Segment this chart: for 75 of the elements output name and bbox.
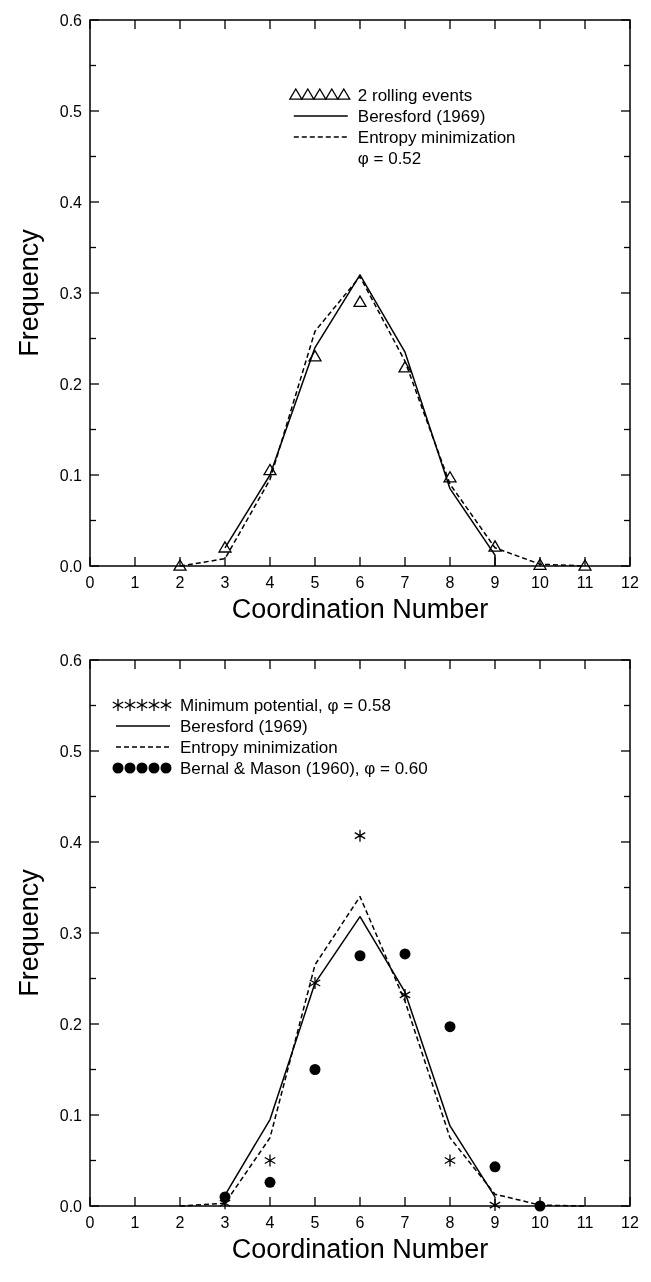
y-tick-label: 0.3 <box>59 284 83 302</box>
y-tick-label: 0.2 <box>59 375 83 393</box>
x-tick-label: 8 <box>445 1214 455 1231</box>
point <box>219 1191 231 1203</box>
x-axis-title: Coordination Number <box>231 594 489 624</box>
point <box>488 540 502 552</box>
x-tick-label: 2 <box>175 1214 185 1231</box>
x-tick-label: 12 <box>621 1214 639 1231</box>
annotation: φ = 0.52 <box>357 148 422 168</box>
point <box>398 360 412 373</box>
y-tick-label: 0.1 <box>59 1106 83 1124</box>
x-tick-label: 12 <box>621 574 639 591</box>
point <box>534 1200 546 1212</box>
point <box>354 950 366 962</box>
y-tick-label: 0.0 <box>59 1197 83 1215</box>
legend-label: 2 rolling events <box>357 85 473 105</box>
point <box>399 988 411 1002</box>
legend-label: Beresford (1969) <box>180 716 308 736</box>
x-tick-label: 7 <box>400 574 410 591</box>
point <box>578 559 592 571</box>
y-tick-label: 0.2 <box>59 1015 83 1033</box>
y-tick-label: 0.4 <box>59 193 83 211</box>
point <box>353 295 367 307</box>
x-tick-label: 3 <box>220 1214 230 1231</box>
point <box>354 828 366 843</box>
y-tick-label: 0.3 <box>59 924 83 942</box>
x-tick-label: 0 <box>85 574 95 591</box>
x-tick-label: 5 <box>310 1214 320 1231</box>
x-axis-title: Coordination Number <box>231 1234 489 1264</box>
x-tick-label: 4 <box>265 1214 275 1231</box>
x-tick-label: 10 <box>531 1214 549 1231</box>
legend-label: Entropy minimization <box>357 127 516 147</box>
x-tick-label: 11 <box>576 574 594 591</box>
x-tick-label: 1 <box>130 574 140 591</box>
legend-label: Entropy minimization <box>180 737 338 757</box>
point <box>443 471 457 483</box>
y-tick-label: 0.4 <box>59 833 83 851</box>
point <box>264 1176 276 1188</box>
point <box>533 558 547 570</box>
x-tick-label: 8 <box>445 574 455 591</box>
y-tick-label: 0.6 <box>59 11 83 29</box>
point <box>444 1153 456 1168</box>
x-tick-label: 11 <box>576 1214 594 1231</box>
y-tick-label: 0.6 <box>59 651 83 669</box>
y-axis-title: Frequency <box>14 868 44 997</box>
legend-label: Beresford (1969) <box>357 106 486 126</box>
x-tick-label: 2 <box>175 574 185 591</box>
x-tick-label: 6 <box>355 574 365 591</box>
x-tick-label: 7 <box>400 1214 410 1231</box>
y-tick-label: 0.0 <box>59 557 83 575</box>
point <box>309 1064 321 1075</box>
legend-label: Minimum potential, φ = 0.58 <box>180 695 391 715</box>
legend-label: Bernal & Mason (1960), φ = 0.60 <box>180 758 428 778</box>
x-tick-label: 10 <box>531 574 549 591</box>
point <box>173 559 187 571</box>
point <box>444 1021 456 1033</box>
point <box>308 350 322 362</box>
x-tick-label: 4 <box>265 574 275 591</box>
point <box>218 541 232 553</box>
point <box>264 1153 276 1168</box>
x-tick-label: 9 <box>490 1214 500 1231</box>
y-tick-label: 0.5 <box>59 102 83 120</box>
y-tick-label: 0.5 <box>59 742 83 760</box>
x-tick-label: 6 <box>355 1214 365 1231</box>
x-tick-label: 0 <box>85 1214 95 1231</box>
x-tick-label: 9 <box>490 574 500 591</box>
point <box>399 948 411 960</box>
point <box>489 1161 501 1173</box>
x-tick-label: 1 <box>130 1214 140 1231</box>
x-tick-label: 5 <box>310 574 320 591</box>
x-tick-label: 3 <box>220 574 230 591</box>
y-axis-title: Frequency <box>14 228 44 357</box>
y-tick-label: 0.1 <box>59 466 83 484</box>
point <box>263 463 277 476</box>
point <box>309 976 321 990</box>
